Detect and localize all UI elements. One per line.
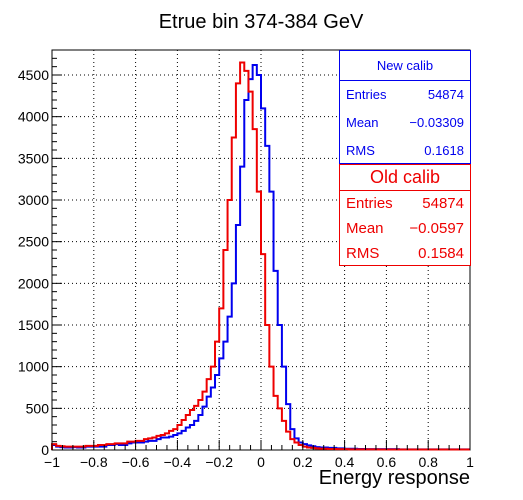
y-tick-label: 1500 xyxy=(18,317,49,333)
stats-rms-value: 0.1584 xyxy=(418,245,464,262)
x-tick-label: −1 xyxy=(44,454,60,470)
stats-row-rms: RMS 0.1584 xyxy=(346,245,464,263)
axes: −1 −0.8 −0.6 −0.4 −0.2 0 0.2 0.4 0.6 0.8 1 0 500 1000… xyxy=(18,49,474,470)
y-tick-label: 2500 xyxy=(18,234,49,250)
x-tick-label: 1 xyxy=(466,454,474,470)
x-tick-label: −0.8 xyxy=(80,454,108,470)
stats-rms-label: RMS xyxy=(346,143,375,158)
stats-box-new-calib: New calib Entries 54874 Mean −0.03309 RM… xyxy=(339,50,471,164)
y-tick-label: 3000 xyxy=(18,192,49,208)
stats-entries-value: 54874 xyxy=(427,87,464,102)
stats-box-old-calib: Old calib Entries 54874 Mean −0.0597 RMS… xyxy=(339,164,471,266)
stats-title-old-calib: Old calib xyxy=(340,165,470,191)
x-tick-label: 0.6 xyxy=(377,454,397,470)
y-tick-label: 2000 xyxy=(18,275,49,291)
x-tick-label: −0.4 xyxy=(164,454,192,470)
x-tick-label: −0.2 xyxy=(205,454,233,470)
stats-row-mean: Mean −0.0597 xyxy=(346,220,464,238)
stats-mean-label: Mean xyxy=(346,115,379,130)
stats-entries-label: Entries xyxy=(346,87,387,102)
stats-row-mean: Mean −0.03309 xyxy=(346,115,464,133)
y-tick-label: 3500 xyxy=(18,150,49,166)
stats-entries-label: Entries xyxy=(346,195,393,212)
x-tick-label: 0.8 xyxy=(418,454,438,470)
series-old-calib xyxy=(51,61,470,451)
stats-row-rms: RMS 0.1618 xyxy=(346,143,464,161)
stats-mean-label: Mean xyxy=(346,220,384,237)
stats-mean-value: −0.0597 xyxy=(409,220,464,237)
x-tick-label: 0.4 xyxy=(335,454,355,470)
stats-mean-value: −0.03309 xyxy=(409,115,464,130)
x-tick-label: −0.6 xyxy=(122,454,150,470)
stats-rms-value: 0.1618 xyxy=(424,143,464,158)
chart-title: Etrue bin 374-384 GeV xyxy=(159,11,364,33)
y-tick-label: 4000 xyxy=(18,109,49,125)
x-tick-label: 0.2 xyxy=(293,454,313,470)
x-axis-label: Energy response xyxy=(319,467,470,489)
y-tick-label: 500 xyxy=(26,400,50,416)
stats-rms-label: RMS xyxy=(346,245,380,262)
y-tick-label: 1000 xyxy=(18,359,49,375)
stats-entries-value: 54874 xyxy=(422,195,464,212)
y-tick-label: 0 xyxy=(41,442,49,458)
y-tick-label: 4500 xyxy=(18,67,49,83)
stats-row-entries: Entries 54874 xyxy=(346,195,464,213)
x-tick-label: 0 xyxy=(257,454,265,470)
stats-row-entries: Entries 54874 xyxy=(346,87,464,105)
stats-title-new-calib: New calib xyxy=(340,51,470,81)
